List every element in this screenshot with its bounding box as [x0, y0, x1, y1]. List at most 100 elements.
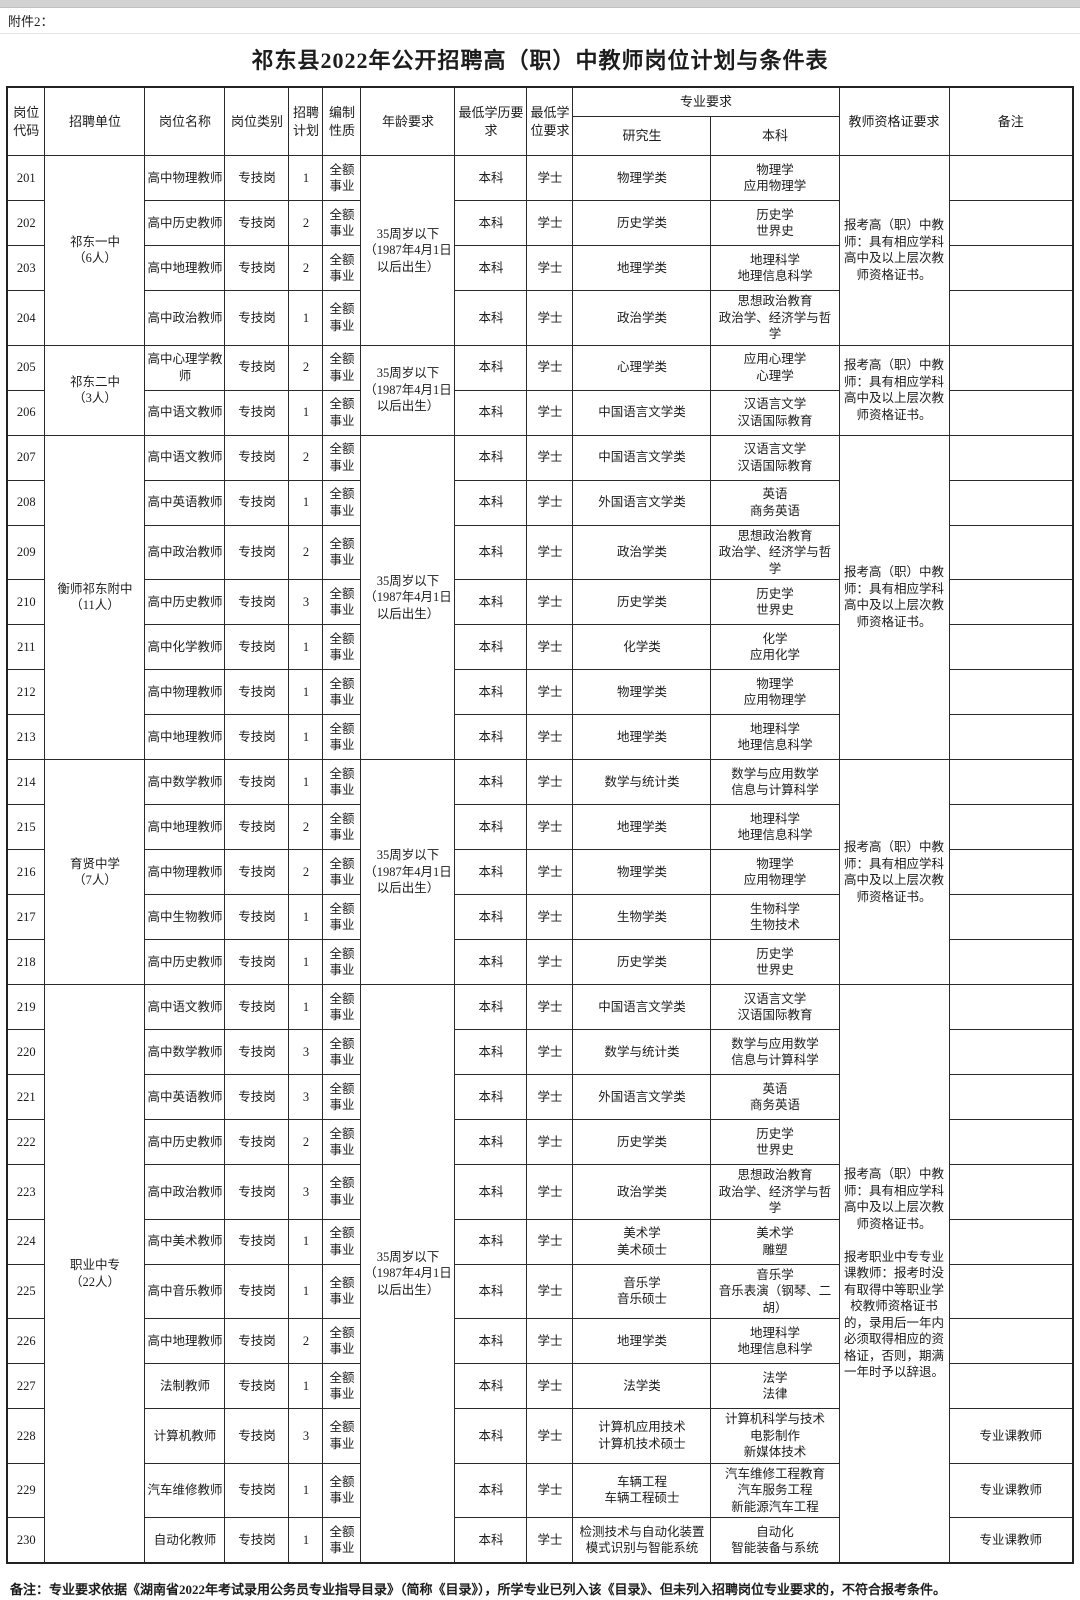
cell-establishment-nature: 全额事业 [322, 245, 362, 291]
cell-major-graduate: 物理学类 [572, 849, 712, 895]
cell-position-code: 230 [6, 1517, 46, 1564]
recruitment-table: 岗位代码 招聘单位 岗位名称 岗位类别 招聘计划 编制性质 年龄要求 最低学历要… [5, 86, 1074, 1564]
cell-age-requirement: 35周岁以下（1987年4月1日以后出生） [360, 155, 456, 346]
cell-min-degree: 学士 [526, 1318, 574, 1364]
cell-position-code: 219 [6, 984, 46, 1030]
cell-age-requirement: 35周岁以下（1987年4月1日以后出生） [360, 759, 456, 985]
cell-position-code: 214 [6, 759, 46, 805]
cell-establishment-nature: 全额事业 [322, 389, 362, 436]
cell-remark: 专业课教师 [948, 1462, 1074, 1518]
page-top-strip [0, 0, 1080, 8]
table-row: 214 育贤中学 （7人） 高中数学教师 专技岗 1 全额事业 35周岁以下（1987年4月… [6, 759, 1074, 985]
cell-plan-count: 3 [288, 1074, 324, 1120]
cell-plan-count: 1 [288, 894, 324, 940]
col-header-position-code: 岗位代码 [6, 86, 46, 156]
cell-establishment-nature: 全额事业 [322, 344, 362, 391]
cell-position-code: 216 [6, 849, 46, 895]
cell-position-code: 218 [6, 939, 46, 985]
cell-cert-requirement: 报考高（职）中教师：具有相应学科高中及以上层次教师资格证书。 [838, 344, 950, 436]
table-row: 215 高中地理教师 专技岗 2 全额事业 本科 学士 地理学类 地理科学 地理信息科学 [6, 804, 1074, 850]
cell-position-code: 210 [6, 579, 46, 625]
cell-min-degree: 学士 [526, 1029, 574, 1075]
cell-post-name: 高中音乐教师 [144, 1263, 226, 1319]
cell-min-education: 本科 [454, 1029, 528, 1075]
cell-position-code: 205 [6, 344, 46, 391]
cell-post-name: 高中地理教师 [144, 804, 226, 850]
cell-position-code: 213 [6, 714, 46, 760]
cell-position-code: 202 [6, 200, 46, 246]
cell-plan-count: 2 [288, 434, 324, 481]
cell-establishment-nature: 全额事业 [322, 1119, 362, 1165]
table-row: 212 高中物理教师 专技岗 1 全额事业 本科 学士 物理学类 物理学 应用物理学 [6, 669, 1074, 715]
cell-min-education: 本科 [454, 434, 528, 481]
cell-establishment-nature: 全额事业 [322, 200, 362, 246]
cell-major-graduate: 中国语言文学类 [572, 984, 712, 1030]
cell-min-education: 本科 [454, 804, 528, 850]
cell-min-degree: 学士 [526, 1408, 574, 1464]
footer-note: 备注：专业要求依据《湖南省2022年考试录用公务员专业指导目录》（简称《目录》）… [10, 1582, 947, 1597]
cell-post-name: 计算机教师 [144, 1408, 226, 1464]
cell-major-graduate: 政治学类 [572, 1164, 712, 1220]
cell-recruiting-unit: 育贤中学 （7人） [44, 759, 146, 985]
cell-post-category: 专技岗 [224, 1408, 290, 1464]
cell-major-graduate: 化学类 [572, 624, 712, 670]
cell-major-graduate: 物理学类 [572, 155, 712, 201]
cell-remark [948, 984, 1074, 1030]
cell-min-education: 本科 [454, 1074, 528, 1120]
cell-post-category: 专技岗 [224, 1318, 290, 1364]
cell-major-bachelor: 英语 商务英语 [710, 479, 840, 526]
cell-major-graduate: 音乐学 音乐硕士 [572, 1263, 712, 1319]
title-area: 祁东县2022年公开招聘高（职）中教师岗位计划与条件表 [0, 34, 1080, 86]
table-row: 202 高中历史教师 专技岗 2 全额事业 本科 学士 历史学类 历史学 世界史 [6, 200, 1074, 246]
cell-post-category: 专技岗 [224, 984, 290, 1030]
cell-post-name: 高中历史教师 [144, 579, 226, 625]
cell-plan-count: 3 [288, 579, 324, 625]
page-title: 祁东县2022年公开招聘高（职）中教师岗位计划与条件表 [251, 48, 829, 73]
cell-post-category: 专技岗 [224, 849, 290, 895]
cell-major-bachelor: 数学与应用数学 信息与计算科学 [710, 1029, 840, 1075]
cell-plan-count: 2 [288, 1119, 324, 1165]
cell-major-bachelor: 法学 法律 [710, 1363, 840, 1409]
cell-remark [948, 200, 1074, 246]
col-header-cert-requirement: 教师资格证要求 [838, 86, 950, 156]
cell-min-degree: 学士 [526, 389, 574, 436]
cell-establishment-nature: 全额事业 [322, 1074, 362, 1120]
cell-establishment-nature: 全额事业 [322, 1029, 362, 1075]
cell-establishment-nature: 全额事业 [322, 290, 362, 346]
cell-min-degree: 学士 [526, 1263, 574, 1319]
cell-min-education: 本科 [454, 894, 528, 940]
attachment-band: 附件2： [0, 8, 1080, 34]
cell-post-category: 专技岗 [224, 389, 290, 436]
cell-min-education: 本科 [454, 1318, 528, 1364]
cell-post-name: 高中政治教师 [144, 290, 226, 346]
cell-establishment-nature: 全额事业 [322, 524, 362, 580]
cell-plan-count: 1 [288, 290, 324, 346]
cell-min-degree: 学士 [526, 714, 574, 760]
cell-major-bachelor: 计算机科学与技术 电影制作 新媒体技术 [710, 1408, 840, 1464]
cell-min-education: 本科 [454, 344, 528, 391]
table-row: 211 高中化学教师 专技岗 1 全额事业 本科 学士 化学类 化学 应用化学 [6, 624, 1074, 670]
attachment-label: 附件2： [8, 14, 54, 29]
cell-plan-count: 3 [288, 1408, 324, 1464]
cell-post-name: 高中地理教师 [144, 245, 226, 291]
table-row: 209 高中政治教师 专技岗 2 全额事业 本科 学士 政治学类 思想政治教育 政治学、经济学与… [6, 524, 1074, 580]
cell-min-degree: 学士 [526, 1517, 574, 1564]
cell-min-degree: 学士 [526, 804, 574, 850]
cell-post-name: 高中历史教师 [144, 200, 226, 246]
cell-remark [948, 669, 1074, 715]
col-header-remark: 备注 [948, 86, 1074, 156]
table-row: 207 衡师祁东附中 （11人） 高中语文教师 专技岗 2 全额事业 35周岁以下（1987… [6, 434, 1074, 760]
cell-remark [948, 1119, 1074, 1165]
cell-post-name: 高中历史教师 [144, 1119, 226, 1165]
cell-min-degree: 学士 [526, 849, 574, 895]
cell-post-name: 高中美术教师 [144, 1218, 226, 1265]
cell-post-category: 专技岗 [224, 1462, 290, 1518]
cell-min-education: 本科 [454, 1119, 528, 1165]
cell-remark [948, 290, 1074, 346]
cell-establishment-nature: 全额事业 [322, 669, 362, 715]
cell-plan-count: 2 [288, 1318, 324, 1364]
cell-remark [948, 1218, 1074, 1265]
cell-position-code: 225 [6, 1263, 46, 1319]
cell-min-education: 本科 [454, 624, 528, 670]
cell-establishment-nature: 全额事业 [322, 939, 362, 985]
